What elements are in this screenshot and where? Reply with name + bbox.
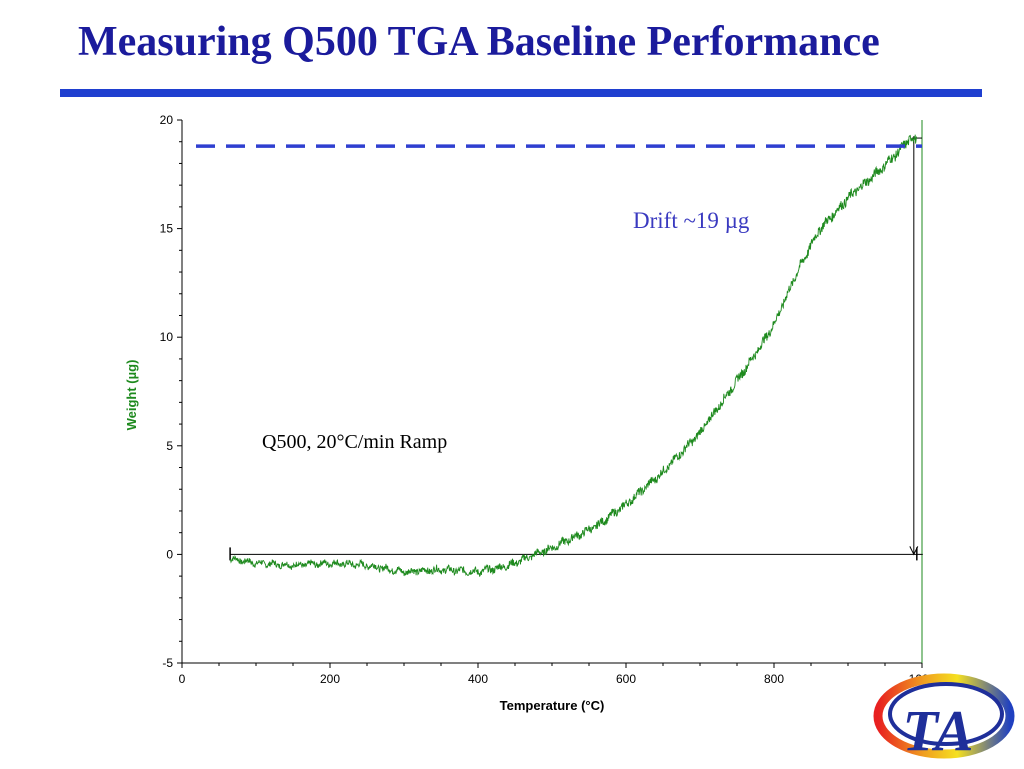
x-tick-label: 0 <box>179 672 186 686</box>
logo-lettering: TA <box>903 698 974 763</box>
y-tick-label: 10 <box>160 330 174 344</box>
y-tick-label: 0 <box>166 547 173 561</box>
x-tick-label: 400 <box>468 672 488 686</box>
drift-annotation: Drift ~19 µg <box>633 208 750 233</box>
weight-curve <box>229 134 917 578</box>
drift-arrow-head <box>909 546 919 556</box>
y-tick-label: 15 <box>160 222 174 236</box>
y-tick-label: -5 <box>162 656 173 670</box>
title-rule <box>60 89 982 97</box>
x-tick-label: 600 <box>616 672 636 686</box>
x-tick-label: 200 <box>320 672 340 686</box>
x-tick-label: 800 <box>764 672 784 686</box>
y-tick-label: 5 <box>166 439 173 453</box>
slide-title: Measuring Q500 TGA Baseline Performance <box>78 19 880 65</box>
x-axis-label: Temperature (°C) <box>500 698 605 713</box>
ta-instruments-logo: TA <box>862 664 1016 764</box>
method-annotation: Q500, 20°C/min Ramp <box>262 431 447 453</box>
y-tick-label: 20 <box>160 113 174 127</box>
y-axis-label: Weight (µg) <box>124 360 139 431</box>
